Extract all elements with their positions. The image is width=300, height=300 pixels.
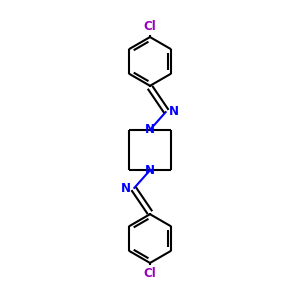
Text: N: N — [169, 105, 179, 118]
Text: N: N — [145, 123, 155, 136]
Text: N: N — [121, 182, 131, 195]
Text: Cl: Cl — [144, 267, 156, 280]
Text: N: N — [145, 164, 155, 177]
Text: Cl: Cl — [144, 20, 156, 33]
